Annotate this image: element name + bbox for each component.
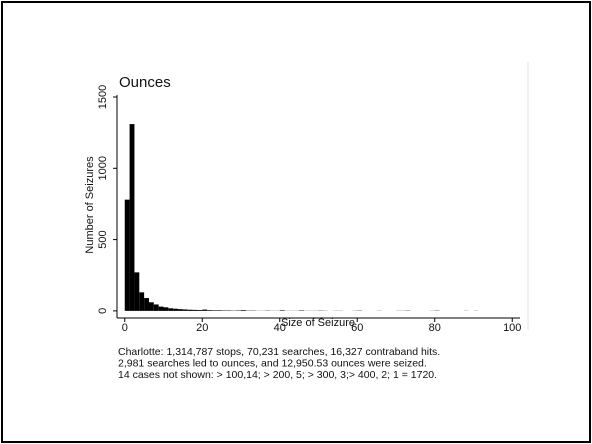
note: 14 cases not shown: > 100,14; > 200, 5; … — [118, 369, 437, 381]
x-tick-label: 0 — [122, 322, 128, 334]
bar — [216, 310, 222, 311]
x-tick-label: 100 — [503, 322, 521, 334]
bar — [279, 310, 285, 311]
x-tick-label: 60 — [351, 322, 363, 334]
bar — [124, 199, 130, 311]
note: Charlotte: 1,314,787 stops, 70,231 searc… — [118, 346, 440, 358]
bar — [241, 310, 246, 311]
bar — [168, 308, 174, 311]
bar — [139, 292, 145, 311]
y-axis-label: Number of Seizures — [84, 156, 96, 254]
x-axis-label: Size of Seizure — [281, 317, 355, 329]
bar — [178, 309, 183, 311]
bar — [187, 309, 193, 311]
y-tick-label: 1500 — [97, 85, 109, 109]
bar — [158, 306, 164, 311]
bar — [134, 272, 140, 311]
bar — [163, 307, 169, 311]
bar — [211, 310, 217, 311]
bar — [129, 124, 135, 311]
y-tick-label: 0 — [97, 308, 109, 314]
x-tick-label: 80 — [429, 322, 441, 334]
bar — [182, 309, 188, 311]
bar — [173, 308, 179, 311]
bar — [207, 310, 212, 311]
bar — [148, 302, 154, 311]
bar — [202, 309, 208, 311]
chart-title: Ounces — [119, 74, 171, 91]
bar — [192, 309, 198, 311]
x-tick-label: 20 — [196, 322, 208, 334]
note: 2,981 searches led to ounces, and 12,950… — [118, 357, 427, 369]
bar — [197, 310, 203, 311]
x-tick-label: 40 — [274, 322, 286, 334]
y-tick-label: 500 — [97, 230, 109, 248]
bar — [153, 304, 159, 311]
y-tick-label: 1000 — [97, 156, 109, 180]
bar — [144, 298, 149, 311]
